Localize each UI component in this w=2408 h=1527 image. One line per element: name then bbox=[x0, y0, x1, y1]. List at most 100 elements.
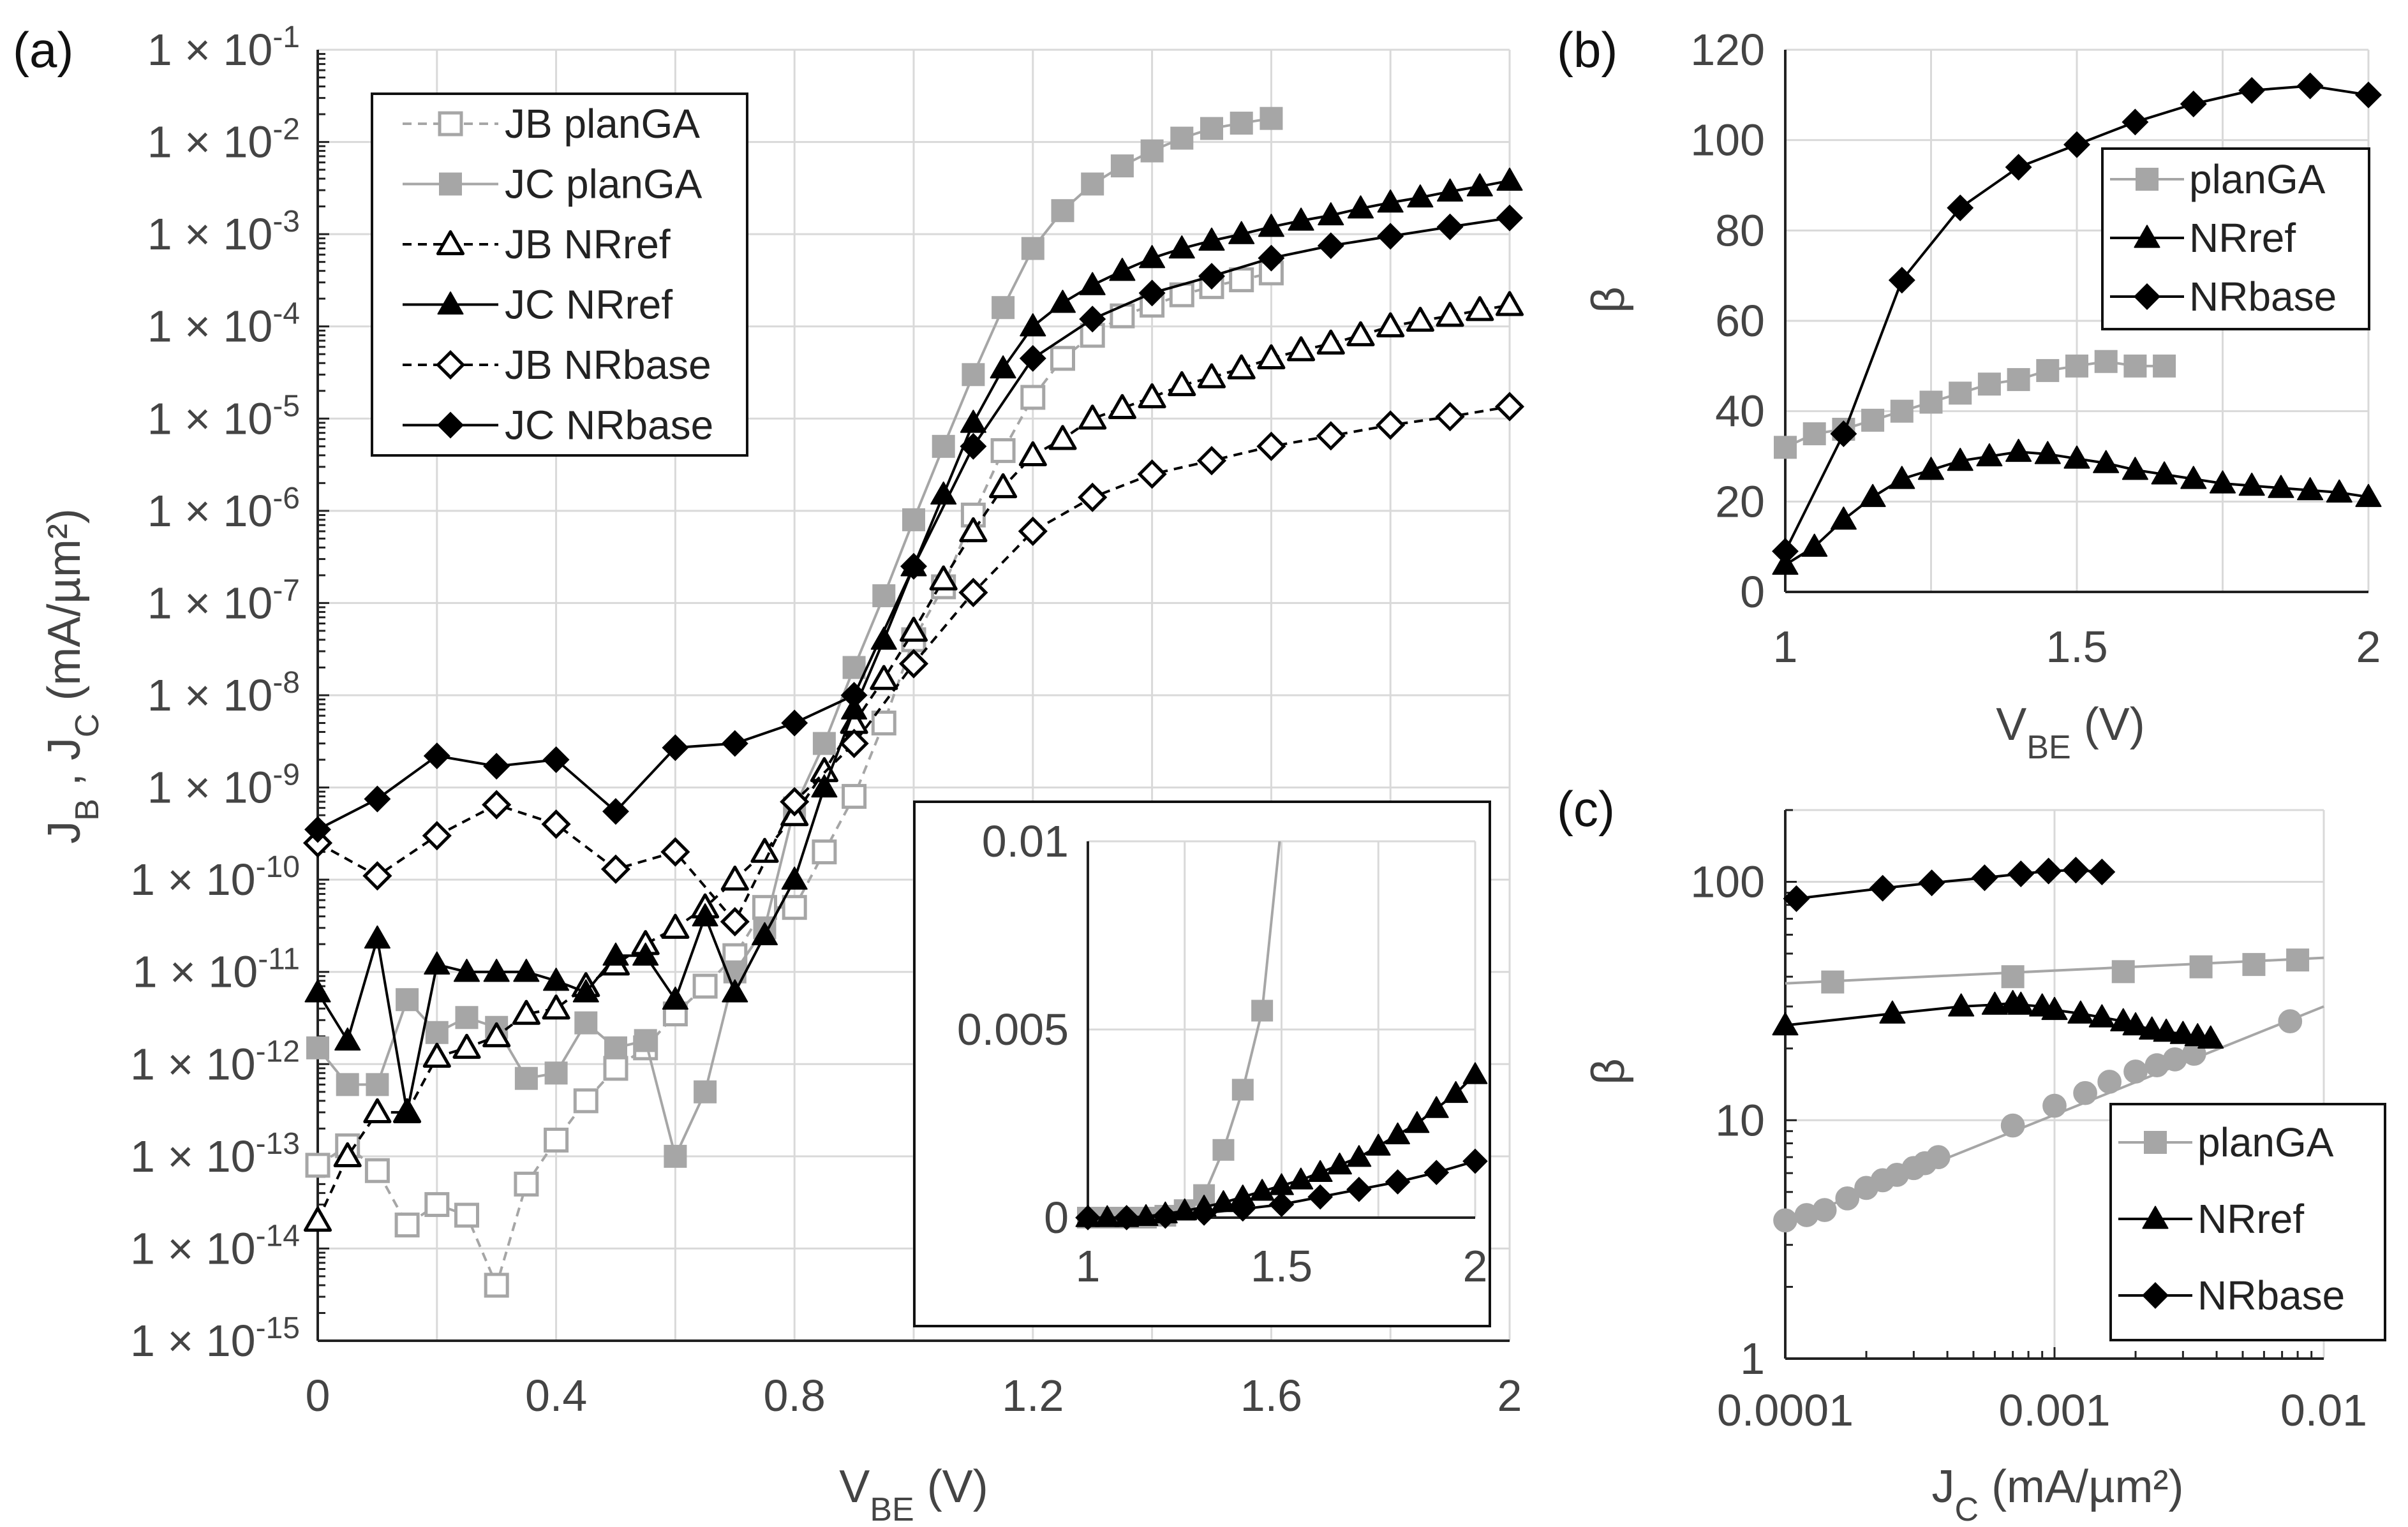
inset-x-tick-label: 1 bbox=[1076, 1241, 1101, 1291]
legend-marker-planga bbox=[2136, 168, 2159, 191]
point-nrbase bbox=[2180, 91, 2207, 117]
point-jb-nrbase bbox=[482, 790, 512, 820]
point-nrref bbox=[2197, 1025, 2224, 1049]
point-jb-planga bbox=[812, 839, 837, 865]
point-jc-nrref bbox=[1258, 214, 1284, 237]
point-jb-nrbase bbox=[1376, 410, 1406, 440]
point-jb-planga bbox=[364, 1158, 390, 1183]
point-jc-nrref bbox=[394, 1099, 420, 1123]
point-jb-planga bbox=[603, 1056, 628, 1081]
trend-line-plan-ga bbox=[1785, 956, 2324, 985]
y-tick-label-b: 20 bbox=[1715, 476, 1765, 526]
point-jb-planga bbox=[305, 1153, 331, 1178]
point-jc-planga bbox=[544, 1061, 568, 1085]
point-jb-nrref bbox=[1316, 329, 1345, 355]
point-nrbase bbox=[2296, 72, 2324, 100]
point-jb-nrref bbox=[452, 1033, 481, 1059]
point-jb-nrref bbox=[929, 565, 958, 591]
point-planga bbox=[1774, 436, 1797, 459]
x-axis-label-b-text: VBE (V) bbox=[1996, 699, 2144, 766]
point-jc-nrref bbox=[1228, 221, 1255, 244]
point-jc-planga bbox=[425, 1021, 449, 1044]
y-tick-label-a: 1 × 10-7 bbox=[147, 573, 300, 628]
point-jc-nrref bbox=[1347, 195, 1374, 219]
point-circle bbox=[1812, 1198, 1837, 1222]
x-tick-label-c: 0.01 bbox=[2280, 1385, 2367, 1435]
point-jc-nrbase bbox=[483, 753, 510, 780]
x-tick-label-a: 0 bbox=[306, 1371, 331, 1420]
y-tick-label-a: 1 × 10-9 bbox=[147, 758, 300, 813]
point-jb-nrbase bbox=[1137, 459, 1167, 489]
point-jb-planga bbox=[573, 1088, 598, 1114]
point-jc-planga bbox=[932, 434, 955, 458]
y-tick-label-b: 60 bbox=[1715, 296, 1765, 346]
point-circle bbox=[2097, 1070, 2122, 1094]
point-planga bbox=[1802, 422, 1826, 446]
y-tick-label-a: 1 × 10-1 bbox=[147, 20, 300, 75]
point-jc-nrref bbox=[1437, 178, 1464, 202]
inset-point-jc-nrbase bbox=[1113, 1205, 1140, 1230]
inset-point-jc-planga bbox=[1231, 1079, 1254, 1101]
y-tick-label-c: 100 bbox=[1690, 857, 1765, 907]
series-a bbox=[302, 107, 1525, 1298]
point-jc-planga bbox=[1170, 126, 1194, 150]
x-tick-label-a: 0.8 bbox=[764, 1371, 826, 1420]
point-nrbase bbox=[2035, 857, 2062, 885]
point-nrbase bbox=[2122, 108, 2149, 136]
point-nrref bbox=[2151, 461, 2178, 485]
x-axis-label-a-text: VBE (V) bbox=[839, 1461, 988, 1527]
point-jc-nrbase bbox=[960, 432, 987, 460]
y-tick-label-a: 1 × 10-14 bbox=[130, 1219, 300, 1273]
inset-point-jc-nrbase bbox=[1385, 1169, 1411, 1195]
point-jc-nrref bbox=[483, 959, 510, 982]
point-jc-planga bbox=[574, 1011, 598, 1035]
x-tick-label-c: 0.0001 bbox=[1717, 1385, 1854, 1435]
point-jc-planga bbox=[1140, 139, 1164, 163]
inset-point-jc-nrbase bbox=[1346, 1176, 1372, 1202]
point-jb-nrref bbox=[899, 616, 928, 642]
legend-label-jb-nrref: JB NRref bbox=[505, 221, 671, 267]
x-tick-label-a: 1.2 bbox=[1002, 1371, 1064, 1420]
point-jb-nrref bbox=[1078, 404, 1107, 430]
point-jb-nrref bbox=[1138, 383, 1166, 409]
point-jb-nrbase bbox=[1435, 402, 1465, 432]
point-jc-planga bbox=[992, 296, 1015, 320]
point-jb-nrbase bbox=[1078, 482, 1108, 512]
legend-a: JB planGA JC planGA JB NRref JC NRref JB NRb… bbox=[371, 92, 748, 457]
point-circle bbox=[2073, 1081, 2097, 1105]
point-jb-nrbase bbox=[958, 577, 988, 608]
point-circle bbox=[2042, 1093, 2067, 1118]
inset-point-jc-nrbase bbox=[1152, 1203, 1178, 1229]
point-nrref bbox=[2034, 441, 2061, 464]
point-jc-planga bbox=[514, 1066, 538, 1090]
legend-label-nrref: NRref bbox=[2189, 215, 2296, 261]
point-jc-nrref bbox=[1496, 167, 1523, 191]
point-jb-nrbase bbox=[780, 786, 810, 817]
inset-y-tick-label: 0 bbox=[1044, 1193, 1069, 1243]
point-jb-planga bbox=[424, 1191, 450, 1217]
legend-marker-nrbase bbox=[2142, 1282, 2169, 1309]
point-jb-nrbase bbox=[898, 649, 929, 679]
inset-y-tick-label: 0.005 bbox=[957, 1005, 1069, 1054]
inset-y-tick-label: 0.01 bbox=[982, 816, 1069, 866]
point-jb-planga bbox=[544, 1127, 569, 1153]
axes-b bbox=[1784, 50, 2368, 593]
point-jb-planga bbox=[454, 1202, 479, 1228]
point-nrref bbox=[1830, 506, 1857, 530]
point-circle bbox=[2278, 1009, 2303, 1034]
point-nrref bbox=[2268, 475, 2294, 498]
x-tick-label-b: 2 bbox=[2356, 622, 2381, 672]
point-jb-nrbase bbox=[1196, 446, 1227, 476]
point-jb-nrref bbox=[333, 1142, 362, 1168]
inset-x-tick-label: 2 bbox=[1463, 1241, 1488, 1291]
point-jc-nrref bbox=[1407, 184, 1434, 208]
point-planga bbox=[2242, 953, 2266, 977]
point-jb-nrref bbox=[512, 1000, 540, 1025]
inset-point-jc-nrref bbox=[1365, 1133, 1391, 1156]
point-planga bbox=[1890, 399, 1914, 423]
y-tick-label-a: 1 × 10-6 bbox=[147, 482, 300, 536]
legend-label-jc-nrref: JC NRref bbox=[505, 282, 673, 328]
point-jb-nrref bbox=[1197, 363, 1226, 388]
